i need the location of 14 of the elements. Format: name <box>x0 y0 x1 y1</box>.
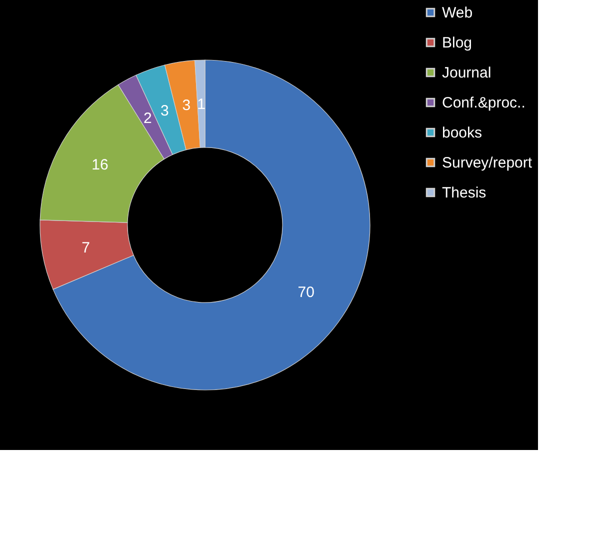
legend-label: books <box>442 124 482 142</box>
legend-label: Blog <box>442 34 472 52</box>
data-label: 3 <box>160 102 169 120</box>
legend-label: Conf.&proc.. <box>442 94 526 112</box>
legend-label: Journal <box>442 64 492 82</box>
data-label: 16 <box>92 156 108 174</box>
legend-label: Web <box>442 4 473 22</box>
legend-label: Thesis <box>442 184 486 202</box>
data-label: 3 <box>182 97 191 114</box>
legend-label: Survey/report <box>442 154 533 172</box>
data-label: 2 <box>143 110 152 128</box>
data-label: 1 <box>197 96 206 113</box>
data-label: 70 <box>298 284 314 301</box>
data-label: 7 <box>82 239 90 256</box>
